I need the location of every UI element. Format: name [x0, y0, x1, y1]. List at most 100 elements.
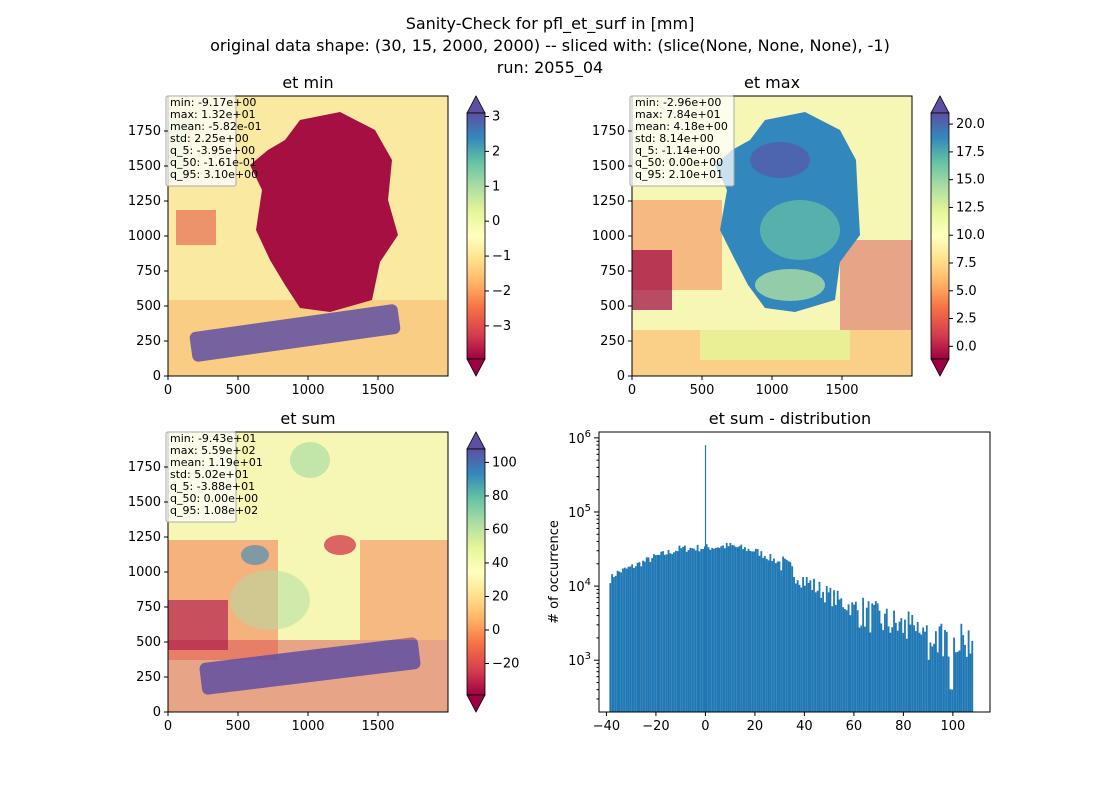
histogram-bar	[844, 609, 846, 712]
histogram-bar	[905, 638, 908, 712]
colorbar-tick-label: −3	[492, 319, 511, 334]
histogram-bar	[913, 625, 915, 712]
histogram-bar	[789, 562, 792, 712]
histogram-frame	[598, 431, 991, 713]
panel-et-sum: et sum min: -9.43e+01 max: 5.59e+02 mean…	[128, 409, 520, 734]
y-tick-label: 106	[568, 429, 591, 447]
y-tick-label: 1500	[128, 495, 161, 510]
colorbar: 3 2 1 0 −1 −2 −3	[466, 95, 511, 377]
histogram-bar	[758, 555, 761, 712]
y-tick-label: 103	[568, 651, 591, 669]
histogram-bar	[949, 689, 952, 712]
histogram-bar	[658, 554, 661, 712]
histogram-bar	[793, 576, 795, 712]
histogram-bar	[858, 627, 861, 712]
histogram-bar	[682, 546, 684, 712]
x-tick-label: 60	[846, 719, 863, 734]
histogram-bar	[729, 543, 732, 712]
histogram-bar	[725, 542, 728, 712]
colorbar-tick-label: 100	[492, 455, 517, 470]
colorbar-tick-label: 0.0	[956, 339, 977, 354]
histogram-bar	[914, 631, 917, 712]
histogram-bar	[618, 571, 621, 712]
figure-title-line-1: Sanity-Check for pfl_et_surf in [mm]	[406, 14, 695, 34]
colorbar-tick-label: 2	[492, 144, 500, 159]
map-axes: 0 500 1000 1500 1750 1500 1250 1000 750 500 250 0	[592, 124, 859, 398]
stat-line: min: -9.17e+00	[170, 96, 256, 109]
histogram-bar	[673, 552, 675, 712]
colorbar-tick-label: 15.0	[956, 173, 985, 188]
histogram-bar	[784, 558, 786, 712]
histogram-bar	[740, 544, 743, 712]
histogram-bar	[731, 545, 734, 712]
x-tick-label: 500	[226, 719, 251, 734]
histogram-bar	[933, 643, 935, 712]
histogram-bar	[862, 597, 865, 712]
histogram-bar	[714, 547, 717, 712]
histogram-bar	[749, 550, 752, 712]
histogram-bar	[936, 652, 939, 712]
colorbar-body	[466, 112, 486, 360]
histogram-bar	[889, 632, 892, 712]
y-tick-label: 1250	[128, 530, 161, 545]
histogram-bar	[831, 606, 834, 712]
histogram-bar	[716, 547, 719, 712]
histogram-bar	[613, 577, 615, 712]
colorbar-tick-label: 17.5	[956, 145, 985, 160]
histogram-bar	[778, 561, 781, 712]
histogram-bar	[794, 583, 797, 712]
histogram-bar	[669, 553, 672, 712]
x-tick-label: 80	[895, 719, 912, 734]
colorbar-extend-max	[466, 431, 486, 450]
histogram-bar	[925, 625, 928, 712]
stats-box: min: -9.17e+00 max: 1.32e+01 mean: -5.82…	[165, 95, 262, 187]
histogram-bar	[934, 631, 937, 712]
histogram-bar	[676, 551, 679, 712]
histogram-bar	[853, 604, 855, 712]
histogram-bar	[811, 590, 814, 712]
colorbar-extend-max	[466, 95, 486, 114]
stat-line: mean: -5.82e-01	[170, 120, 262, 133]
histogram-bar	[678, 545, 681, 712]
histogram-bar	[609, 583, 612, 712]
colorbar-tick-label: 10.0	[956, 228, 985, 243]
histogram-bar	[893, 610, 895, 712]
histogram-bar	[842, 607, 845, 712]
histogram-bar	[751, 551, 754, 712]
histogram-bar	[700, 548, 703, 712]
histogram-bar	[713, 548, 715, 712]
histogram-bar	[636, 562, 639, 712]
histogram-bar	[782, 556, 785, 712]
histogram-bar	[867, 601, 870, 712]
histogram-bar	[951, 689, 954, 712]
histogram-bar	[743, 547, 746, 712]
y-tick-label: 0	[153, 705, 161, 720]
stat-line: max: 5.59e+02	[170, 444, 256, 457]
colorbar-tick-label: 3	[492, 109, 500, 124]
histogram-bar	[629, 566, 632, 712]
x-tick-label: 0	[164, 719, 172, 734]
colorbar-tick-label: 5.0	[956, 284, 977, 299]
x-tick-label: −40	[593, 719, 620, 734]
histogram-bar	[869, 632, 872, 712]
x-tick-label: 0	[164, 383, 172, 398]
histogram-bar	[922, 627, 925, 712]
figure-title-line-2: original data shape: (30, 15, 2000, 2000…	[210, 36, 890, 55]
histogram-bar	[738, 546, 741, 712]
histogram-bar	[763, 556, 766, 712]
histogram-bar	[829, 587, 832, 712]
x-tick-label: 1500	[361, 719, 394, 734]
histogram-bar	[707, 547, 710, 712]
colorbar-tick-label: 0	[492, 623, 500, 638]
histogram-bar	[804, 585, 806, 712]
histogram-bar	[753, 551, 755, 712]
histogram-bar	[813, 578, 815, 712]
histogram-bar	[642, 560, 644, 712]
histogram-bar	[647, 557, 650, 712]
histogram-bar	[767, 560, 770, 712]
x-tick-label: 1500	[825, 383, 858, 398]
histogram-bar	[904, 619, 906, 712]
x-tick-label: 0	[701, 719, 709, 734]
stat-line: q_5: -1.14e+00	[635, 144, 720, 157]
